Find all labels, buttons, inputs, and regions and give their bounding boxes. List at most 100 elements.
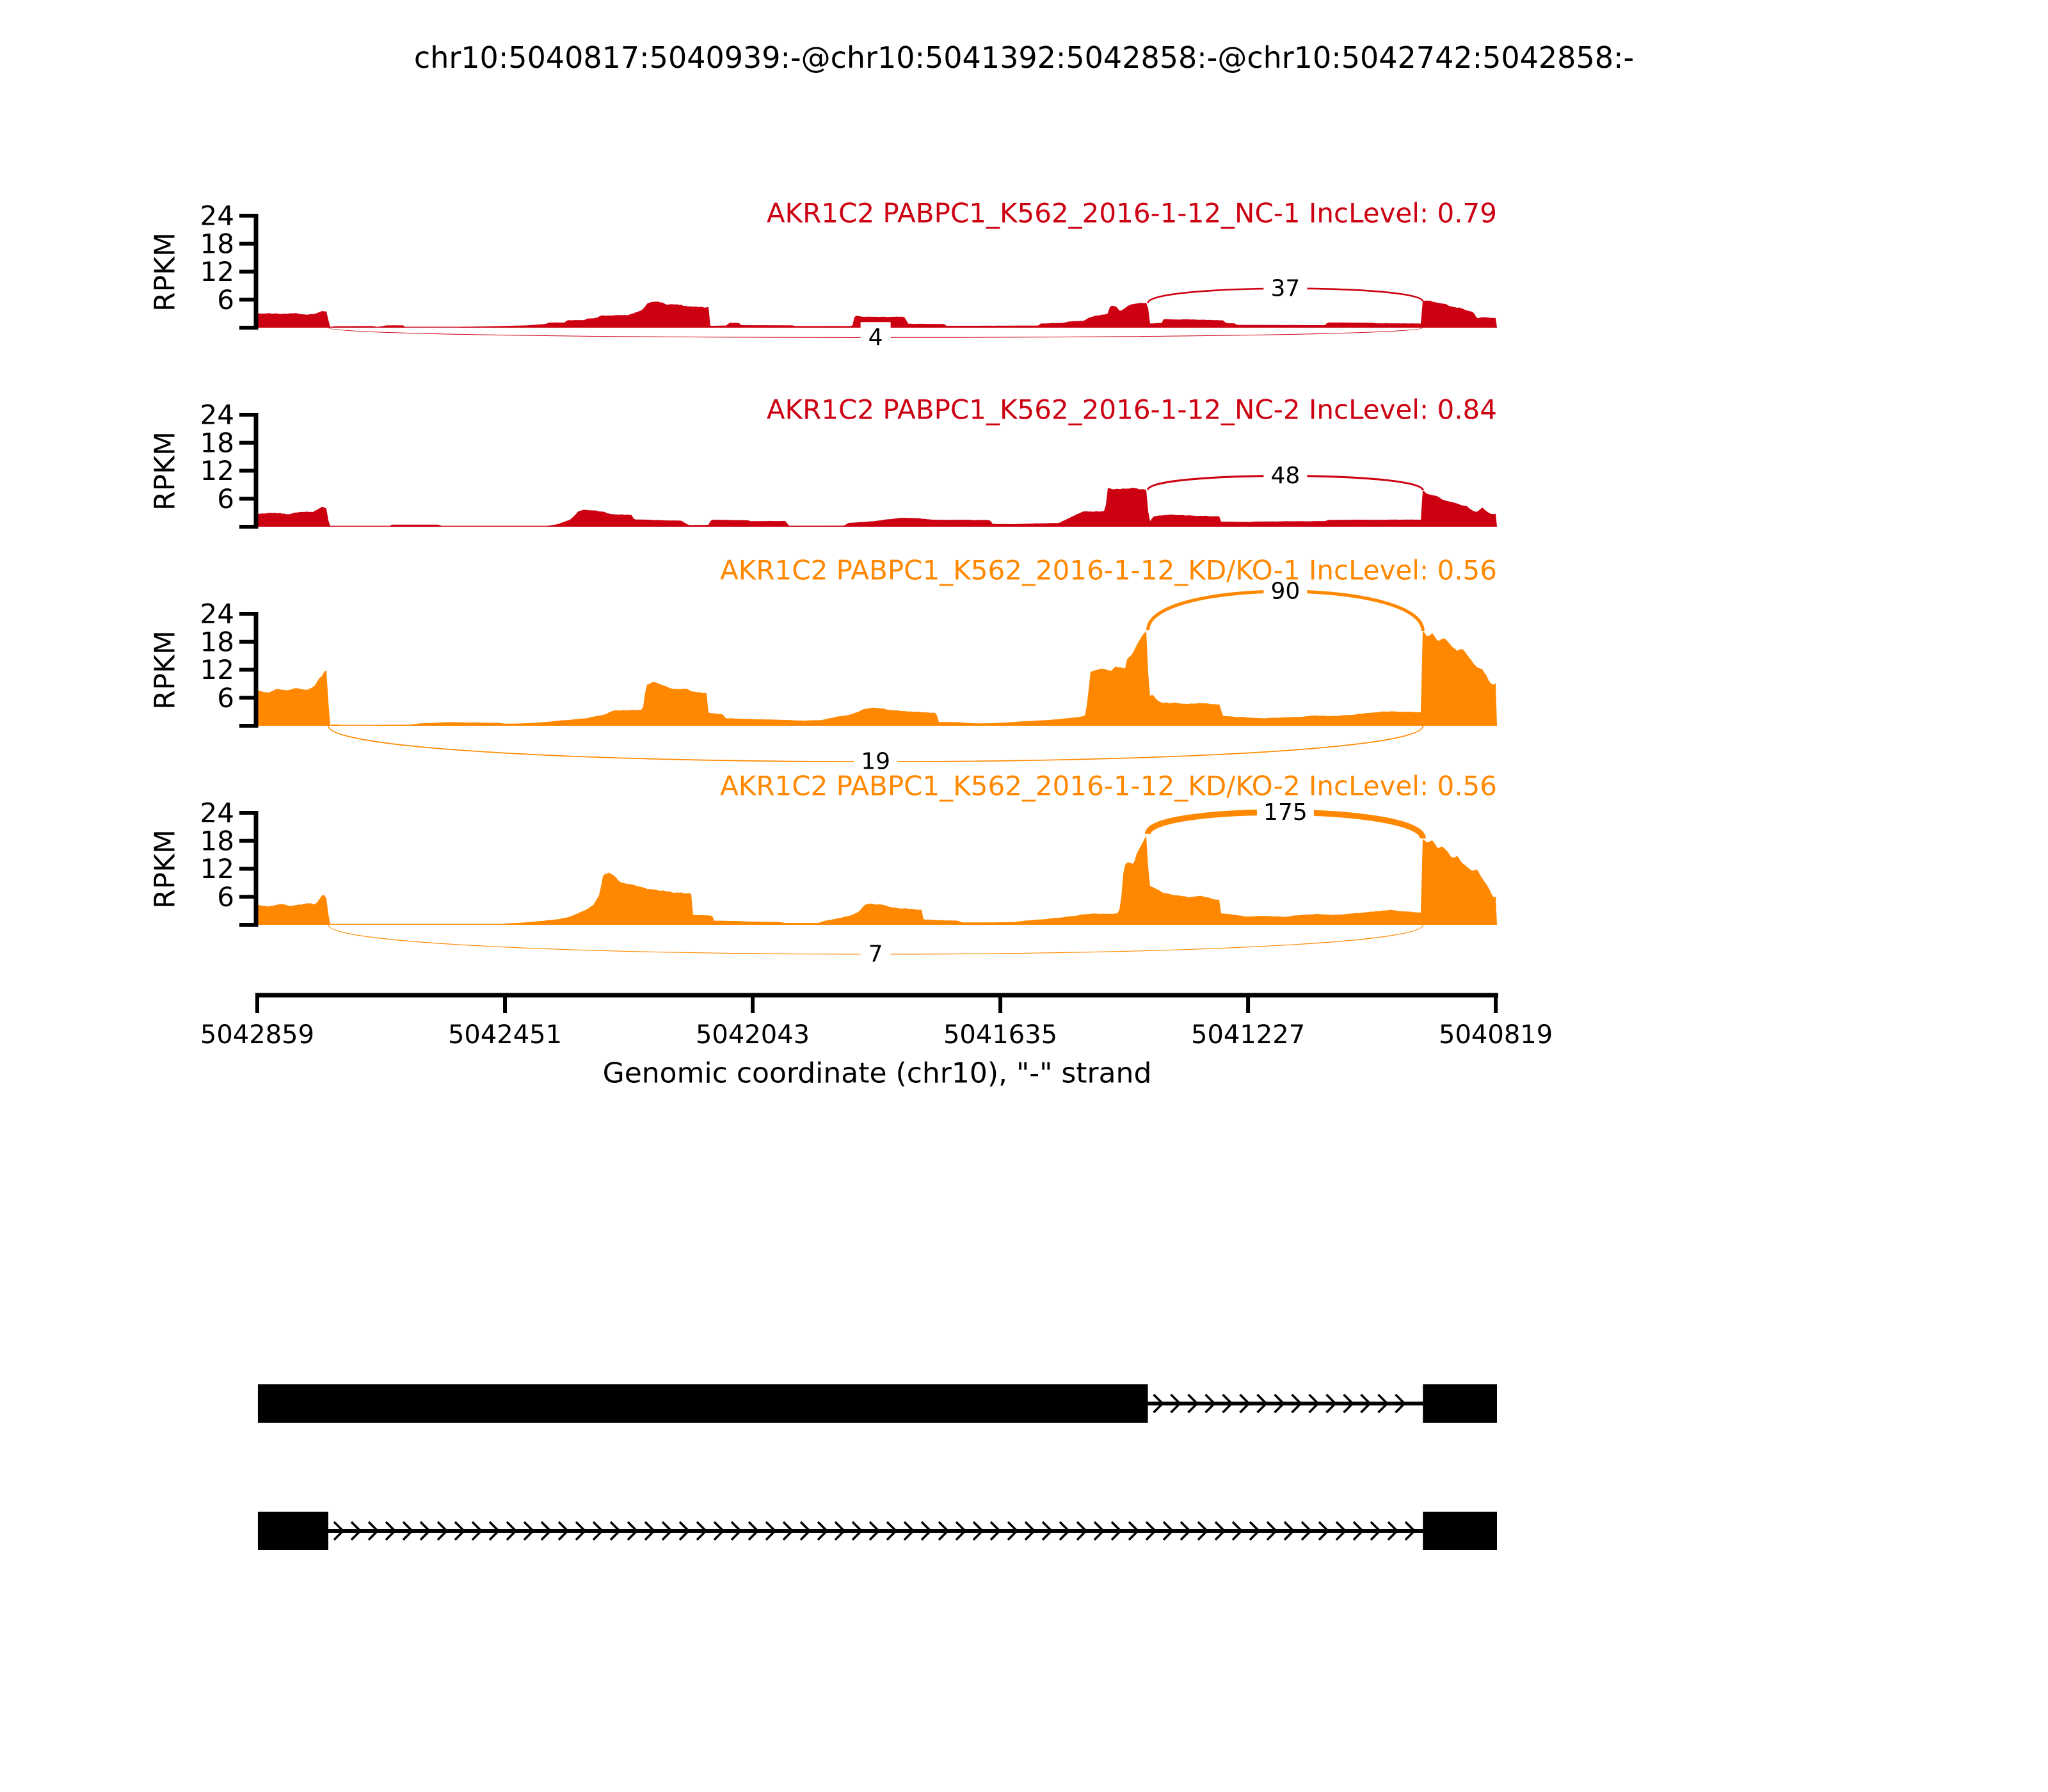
track-2-y-tick-label: 24 [200, 399, 234, 431]
isoform-2-strand-arrow-icon [696, 1521, 708, 1541]
isoform-2-strand-arrow-icon [782, 1521, 794, 1541]
isoform-2-strand-arrow-icon [1093, 1521, 1105, 1541]
isoform-2-strand-arrow-icon [1024, 1521, 1036, 1541]
track-1-junction-label-bg [860, 322, 891, 353]
isoform-2-strand-arrow-icon [678, 1521, 691, 1541]
isoform-2-strand-arrow-icon [972, 1521, 984, 1541]
track-4-junction-count-label: 7 [868, 941, 883, 967]
track-4-title: AKR1C2 PABPC1_K562_2016-1-12_KD/KO-2 Inc… [720, 771, 1497, 802]
isoform-2-strand-arrow-icon [1231, 1521, 1244, 1541]
isoform-2-strand-arrow-icon [592, 1521, 604, 1541]
isoform-2-strand-arrow-icon [868, 1521, 881, 1541]
isoform-2-strand-arrow-icon [557, 1521, 570, 1541]
isoform-2-strand-arrow-icon [523, 1521, 535, 1541]
isoform-1-strand-arrow-icon [1187, 1393, 1199, 1414]
track-3-title: AKR1C2 PABPC1_K562_2016-1-12_KD/KO-1 Inc… [720, 555, 1497, 586]
isoform-2-strand-arrow-icon [765, 1521, 777, 1541]
x-tick-label: 5040819 [1439, 1020, 1553, 1050]
track-3-junction-label-bg [1263, 576, 1308, 607]
isoform-2-strand-arrow-icon [1128, 1521, 1140, 1541]
isoform-2-strand-arrow-icon [1059, 1521, 1071, 1541]
isoform-2-strand-arrow-icon [644, 1521, 656, 1541]
track-4-y-tick-label: 18 [200, 825, 234, 856]
isoform-2-strand-arrow-icon [730, 1521, 742, 1541]
track-4-y-tick-label: 6 [217, 881, 234, 913]
isoform-2-strand-arrow-icon [713, 1521, 725, 1541]
isoform-2-strand-arrow-icon [385, 1521, 397, 1541]
isoform-2-strand-arrow-icon [1076, 1521, 1088, 1541]
isoform-2-strand-arrow-icon [627, 1521, 639, 1541]
isoform-2-strand-arrow-icon [506, 1521, 518, 1541]
isoform-2-strand-arrow-icon [1162, 1521, 1174, 1541]
isoform-2-strand-arrow-icon [1352, 1521, 1364, 1541]
isoform-2-strand-arrow-icon [817, 1521, 829, 1541]
isoform-2-strand-arrow-icon [402, 1521, 414, 1541]
isoform-2-exon-box [1423, 1512, 1497, 1550]
isoform-2-strand-arrow-icon [1041, 1521, 1053, 1541]
track-1-junction-count-label: 4 [868, 324, 883, 351]
isoform-1-strand-arrow-icon [1291, 1393, 1303, 1414]
isoform-2-strand-arrow-icon [367, 1521, 380, 1541]
isoform-2-strand-arrow-icon [851, 1521, 863, 1541]
track-2-y-tick-label: 6 [217, 483, 234, 515]
track-1-y-axis-title: RPKM [149, 232, 182, 312]
track-3-junction-label-bg [854, 746, 898, 778]
isoform-1-exon-box [1423, 1384, 1497, 1423]
isoform-2-strand-arrow-icon [1214, 1521, 1226, 1541]
isoform-2-strand-arrow-icon [920, 1521, 932, 1541]
track-4-junction-count-label: 175 [1263, 799, 1308, 826]
isoform-2-strand-arrow-icon [1404, 1521, 1416, 1541]
isoform-2-strand-arrow-icon [488, 1521, 500, 1541]
isoform-1-strand-arrow-icon [1395, 1393, 1407, 1414]
isoform-2-strand-arrow-icon [333, 1521, 345, 1541]
track-4-y-axis-title: RPKM [149, 829, 182, 909]
isoform-2-strand-arrow-icon [1318, 1521, 1330, 1541]
isoform-1-strand-arrow-icon [1153, 1393, 1165, 1414]
track-2-y-axis-title: RPKM [149, 431, 182, 511]
isoform-2-strand-arrow-icon [419, 1521, 431, 1541]
isoform-2-strand-arrow-icon [609, 1521, 621, 1541]
isoform-2-strand-arrow-icon [1145, 1521, 1157, 1541]
isoform-2-strand-arrow-icon [350, 1521, 362, 1541]
track-3-y-tick-label: 12 [200, 654, 234, 685]
isoform-2-strand-arrow-icon [1387, 1521, 1399, 1541]
track-3-y-tick-label: 6 [217, 682, 234, 714]
track-4-y-tick-label: 12 [200, 853, 234, 884]
isoform-2-strand-arrow-icon [661, 1521, 673, 1541]
x-tick-label: 5041227 [1191, 1020, 1305, 1050]
isoform-1-strand-arrow-icon [1222, 1393, 1234, 1414]
isoform-2-strand-arrow-icon [471, 1521, 483, 1541]
x-tick-label: 5042043 [696, 1020, 810, 1050]
track-2-junction-label-bg [1263, 460, 1308, 492]
figure-title: chr10:5040817:5040939:-@chr10:5041392:50… [414, 40, 1634, 75]
track-1-junction-count-label: 37 [1271, 275, 1300, 301]
isoform-2-strand-arrow-icon [1266, 1521, 1278, 1541]
isoform-2-strand-arrow-icon [575, 1521, 587, 1541]
track-1-y-tick-label: 6 [217, 284, 234, 316]
isoform-1-strand-arrow-icon [1360, 1393, 1372, 1414]
isoform-2-strand-arrow-icon [1007, 1521, 1019, 1541]
isoform-2-strand-arrow-icon [436, 1521, 449, 1541]
track-1-y-tick-label: 18 [200, 228, 234, 259]
track-4-coverage-area [257, 836, 1497, 925]
track-3-junction-count-label: 90 [1271, 579, 1300, 605]
isoform-2-strand-arrow-icon [1283, 1521, 1295, 1541]
track-4-y-tick-label: 24 [200, 797, 234, 829]
track-2-y-tick-label: 18 [200, 427, 234, 458]
x-tick-label: 5042451 [448, 1020, 562, 1050]
track-1-y-tick-label: 12 [200, 256, 234, 287]
track-3-junction-count-label: 19 [861, 749, 890, 775]
isoform-2-strand-arrow-icon [989, 1521, 1002, 1541]
track-4-junction-label-bg [1256, 797, 1314, 828]
isoform-2-strand-arrow-icon [1335, 1521, 1347, 1541]
isoform-2-strand-arrow-icon [799, 1521, 812, 1541]
isoform-2-strand-arrow-icon [1197, 1521, 1209, 1541]
isoform-1-strand-arrow-icon [1343, 1393, 1355, 1414]
track-3-coverage-area [257, 630, 1497, 726]
isoform-2-strand-arrow-icon [748, 1521, 760, 1541]
isoform-2-strand-arrow-icon [1300, 1521, 1313, 1541]
track-2-title: AKR1C2 PABPC1_K562_2016-1-12_NC-2 IncLev… [767, 394, 1497, 426]
